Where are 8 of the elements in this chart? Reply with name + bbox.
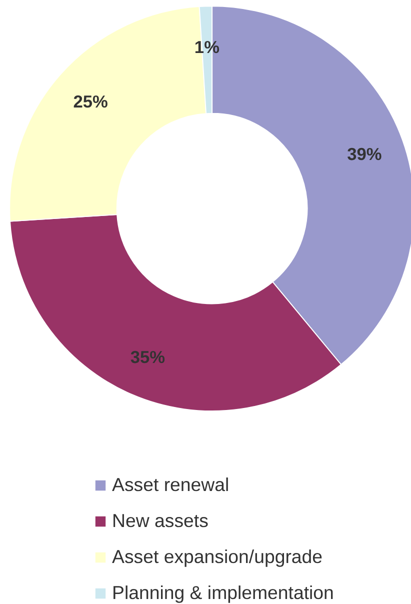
legend-label: New assets xyxy=(112,510,208,532)
data-label: 25% xyxy=(73,92,108,112)
legend-label: Asset renewal xyxy=(112,474,230,496)
legend-label: Asset expansion/upgrade xyxy=(112,546,323,568)
legend-label: Planning & implementation xyxy=(112,582,334,604)
data-label: 39% xyxy=(347,144,382,164)
data-label: 35% xyxy=(130,346,166,367)
data-label: 1% xyxy=(194,37,220,58)
